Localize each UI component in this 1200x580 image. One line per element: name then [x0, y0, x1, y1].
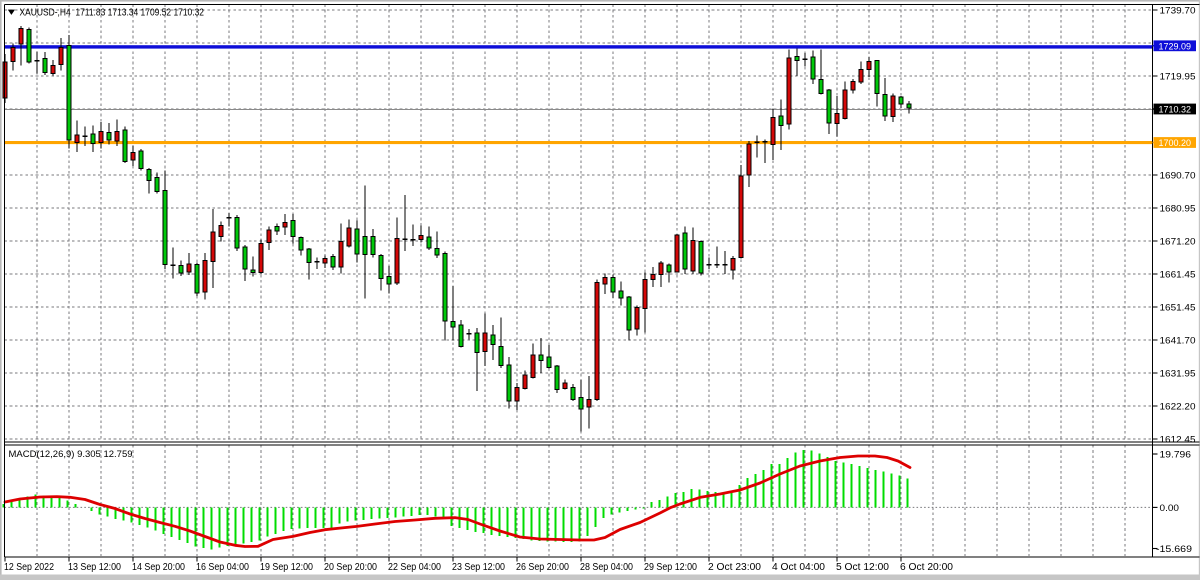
svg-text:MACD(12,26,9) 9.305 12.759: MACD(12,26,9) 9.305 12.759 [9, 449, 133, 460]
svg-text:1641.70: 1641.70 [1160, 336, 1196, 347]
svg-text:12 Sep 2022: 12 Sep 2022 [4, 562, 54, 573]
svg-text:-15.669: -15.669 [1156, 544, 1192, 555]
svg-text:1622.20: 1622.20 [1160, 402, 1196, 413]
svg-text:1651.45: 1651.45 [1160, 303, 1196, 314]
svg-text:1739.70: 1739.70 [1160, 6, 1196, 17]
svg-text:19 Sep 12:00: 19 Sep 12:00 [260, 562, 313, 573]
svg-text:6 Oct 20:00: 6 Oct 20:00 [900, 562, 954, 573]
svg-text:2 Oct 23:00: 2 Oct 23:00 [708, 562, 762, 573]
svg-text:13 Sep 12:00: 13 Sep 12:00 [68, 562, 121, 573]
svg-text:1710.32: 1710.32 [1159, 105, 1192, 116]
svg-text:1719.95: 1719.95 [1160, 72, 1196, 83]
svg-text:23 Sep 12:00: 23 Sep 12:00 [452, 562, 505, 573]
svg-text:14 Sep 20:00: 14 Sep 20:00 [132, 562, 185, 573]
svg-text:20 Sep 20:00: 20 Sep 20:00 [324, 562, 377, 573]
svg-text:1612.45: 1612.45 [1160, 435, 1196, 446]
svg-text:4 Oct 04:00: 4 Oct 04:00 [772, 562, 826, 573]
svg-text:1671.20: 1671.20 [1160, 237, 1196, 248]
svg-text:1729.09: 1729.09 [1159, 41, 1192, 52]
svg-text:29 Sep 12:00: 29 Sep 12:00 [644, 562, 697, 573]
svg-text:19.796: 19.796 [1160, 450, 1192, 461]
svg-text:XAUUSD-,H4 1711.83 1713.34 17: XAUUSD-,H4 1711.83 1713.34 1709.52 1710.… [20, 7, 205, 18]
svg-text:1690.70: 1690.70 [1160, 171, 1196, 182]
svg-text:1700.20: 1700.20 [1159, 138, 1192, 149]
svg-text:16 Sep 04:00: 16 Sep 04:00 [196, 562, 249, 573]
svg-text:1661.45: 1661.45 [1160, 270, 1196, 281]
svg-text:22 Sep 04:00: 22 Sep 04:00 [388, 562, 441, 573]
svg-text:28 Sep 04:00: 28 Sep 04:00 [580, 562, 633, 573]
svg-text:0.00: 0.00 [1160, 503, 1180, 514]
svg-text:1631.95: 1631.95 [1160, 369, 1196, 380]
svg-text:5 Oct 12:00: 5 Oct 12:00 [836, 562, 890, 573]
svg-text:26 Sep 20:00: 26 Sep 20:00 [516, 562, 569, 573]
svg-text:1680.95: 1680.95 [1160, 204, 1196, 215]
